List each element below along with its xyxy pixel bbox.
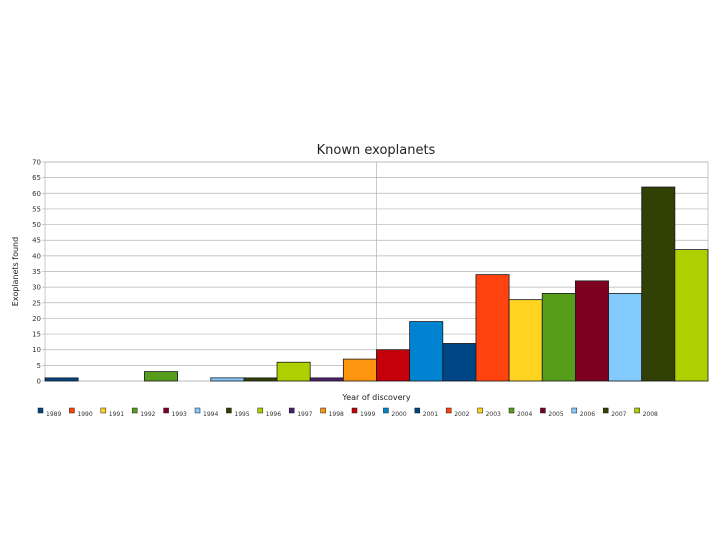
y-tick-label: 65 <box>32 174 41 182</box>
legend-label-2001: 2001 <box>423 411 438 418</box>
y-tick-label: 15 <box>32 331 41 339</box>
bar-2003 <box>508 299 543 382</box>
y-axis-ticks: 0 5 10 15 20 25 30 35 40 45 50 55 60 65 70 <box>32 159 45 386</box>
y-tick-label: 25 <box>32 299 41 307</box>
y-tick-label: 0 <box>37 378 41 386</box>
legend-label-2007: 2007 <box>611 411 626 418</box>
legend-swatch-2004 <box>508 407 515 414</box>
legend-swatch-1999 <box>351 407 358 414</box>
bar-1996 <box>276 361 311 382</box>
bar-1989 <box>44 377 79 382</box>
legend-label-1998: 1998 <box>329 411 344 418</box>
legend-swatch-1989 <box>37 407 44 414</box>
y-tick-label: 30 <box>32 284 41 292</box>
legend-swatch-2006 <box>571 407 578 414</box>
legend-label-2008: 2008 <box>643 411 658 418</box>
legend-label-2000: 2000 <box>391 411 406 418</box>
y-tick-label: 60 <box>32 190 41 198</box>
y-tick-label: 55 <box>32 205 41 213</box>
bar-2001 <box>442 343 477 382</box>
y-tick-label: 20 <box>32 315 41 323</box>
legend-label-1993: 1993 <box>172 411 187 418</box>
y-tick-label: 70 <box>32 159 41 167</box>
legend-label-1992: 1992 <box>140 411 155 418</box>
y-tick-label: 45 <box>32 237 41 245</box>
legend-label-1994: 1994 <box>203 411 218 418</box>
bar-2004 <box>541 292 576 382</box>
legend-swatch-2005 <box>540 407 546 414</box>
legend-label-1995: 1995 <box>234 411 249 418</box>
legend-swatch-1990 <box>69 407 75 414</box>
legend-label-1990: 1990 <box>77 411 92 418</box>
y-tick-label: 40 <box>32 252 41 260</box>
bar-2007 <box>641 186 676 382</box>
y-tick-label: 10 <box>32 346 41 354</box>
y-tick-label: 50 <box>32 221 41 229</box>
bar-1998 <box>342 358 377 382</box>
legend-label-1997: 1997 <box>297 411 312 418</box>
bar-2000 <box>409 321 444 382</box>
legend-swatch-1998 <box>320 407 326 414</box>
legend-label-2002: 2002 <box>454 411 469 418</box>
chart-title: Known exoplanets <box>317 143 436 158</box>
legend-swatch-2001 <box>414 407 421 414</box>
grid-lines <box>44 161 709 382</box>
legend-label-2005: 2005 <box>548 411 563 418</box>
bar-1997 <box>309 377 344 382</box>
legend-swatch-1997 <box>288 407 295 414</box>
legend-swatch-2003 <box>477 407 483 414</box>
x-axis-label: Year of discovery <box>341 393 410 402</box>
bar-2002 <box>475 274 510 382</box>
legend-label-1989: 1989 <box>46 411 61 418</box>
legend-swatch-2008 <box>634 407 640 414</box>
y-axis-label: Exoplanets found <box>11 237 20 306</box>
legend-label-1996: 1996 <box>266 411 281 418</box>
bar-2008 <box>674 249 709 382</box>
legend-swatch-1992 <box>131 407 138 414</box>
legend-swatch-2002 <box>445 407 452 414</box>
bar-2006 <box>608 292 643 382</box>
bars <box>44 186 709 382</box>
legend-swatch-2000 <box>383 407 389 414</box>
bar-1999 <box>376 349 411 382</box>
legend-swatch-1994 <box>194 407 201 414</box>
legend-swatch-1995 <box>226 407 232 414</box>
legend-swatch-2007 <box>602 407 609 414</box>
legend-label-2003: 2003 <box>486 411 501 418</box>
legend-label-2004: 2004 <box>517 411 532 418</box>
bar-1995 <box>243 377 278 382</box>
legend-label-2006: 2006 <box>580 411 595 418</box>
y-tick-label: 35 <box>32 268 41 276</box>
legend-swatch-1993 <box>163 407 169 414</box>
bar-2005 <box>575 280 609 382</box>
legend-label-1999: 1999 <box>360 411 375 418</box>
legend: 1989 1990 1991 1992 1993 1994 1995 1996 1997 1998… <box>37 407 658 418</box>
legend-label-1991: 1991 <box>109 411 124 418</box>
legend-swatch-1996 <box>257 407 264 414</box>
y-tick-label: 5 <box>37 362 41 370</box>
bar-1994 <box>210 377 245 382</box>
bar-1992 <box>144 371 178 382</box>
legend-swatch-1991 <box>100 407 107 414</box>
